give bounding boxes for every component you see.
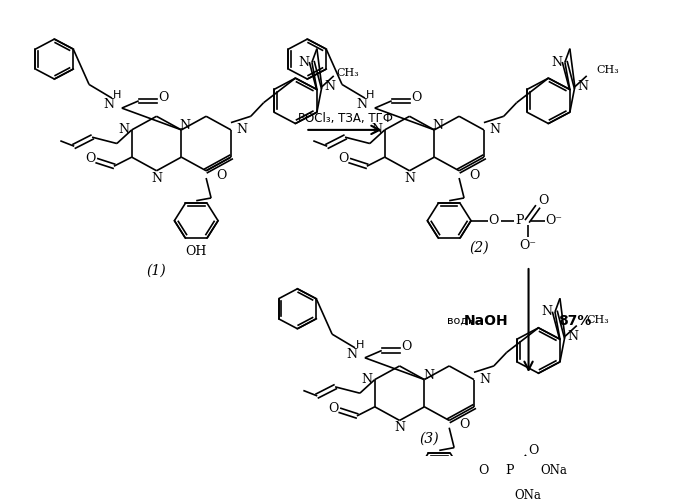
Text: N: N [404, 172, 415, 185]
Text: (2): (2) [469, 241, 489, 255]
Text: O: O [479, 464, 489, 477]
Text: N: N [325, 80, 335, 93]
Text: N: N [236, 123, 247, 136]
Text: O: O [489, 214, 499, 227]
Text: N: N [361, 373, 373, 386]
Text: O: O [158, 91, 169, 104]
Text: N: N [151, 172, 162, 185]
Text: POCl₃, ТЗА, ТГФ: POCl₃, ТЗА, ТГФ [297, 112, 393, 125]
Text: N: N [433, 119, 444, 132]
Text: O: O [411, 91, 422, 104]
Text: O: O [469, 169, 479, 182]
Text: N: N [551, 56, 562, 69]
Text: CH₃: CH₃ [587, 315, 610, 325]
Text: CH₃: CH₃ [337, 68, 359, 78]
Text: P: P [505, 464, 514, 477]
Text: N: N [567, 330, 578, 343]
Text: H: H [356, 340, 364, 350]
Text: O: O [528, 444, 539, 457]
Text: (1): (1) [147, 263, 166, 277]
Text: NaOH: NaOH [464, 313, 509, 327]
Text: (3): (3) [420, 432, 439, 446]
Text: N: N [423, 369, 434, 382]
Text: O: O [328, 402, 338, 415]
Text: O: O [538, 194, 548, 207]
Text: N: N [578, 80, 588, 93]
Text: ONa: ONa [514, 490, 541, 499]
Text: водн.: водн. [447, 315, 479, 325]
Text: O: O [85, 152, 95, 166]
Text: O: O [338, 152, 348, 166]
Text: N: N [541, 305, 553, 318]
Text: H: H [366, 90, 374, 100]
Text: O⁻: O⁻ [545, 214, 562, 227]
Text: O: O [216, 169, 226, 182]
Text: H: H [113, 90, 121, 100]
Text: N: N [347, 348, 357, 361]
Text: O⁻: O⁻ [519, 239, 536, 251]
Text: N: N [357, 98, 368, 111]
Text: CH₃: CH₃ [596, 65, 619, 75]
Text: 87%: 87% [558, 313, 591, 327]
Text: N: N [298, 56, 309, 69]
Text: N: N [371, 123, 382, 136]
Text: N: N [118, 123, 129, 136]
Text: N: N [180, 119, 191, 132]
Text: O: O [459, 419, 469, 432]
Text: OH: OH [186, 245, 207, 258]
Text: O: O [401, 340, 411, 353]
Text: P: P [516, 214, 524, 227]
Text: ONa: ONa [540, 464, 567, 477]
Text: N: N [104, 98, 115, 111]
Text: N: N [489, 123, 500, 136]
Text: N: N [394, 421, 405, 434]
Text: N: N [479, 373, 490, 386]
